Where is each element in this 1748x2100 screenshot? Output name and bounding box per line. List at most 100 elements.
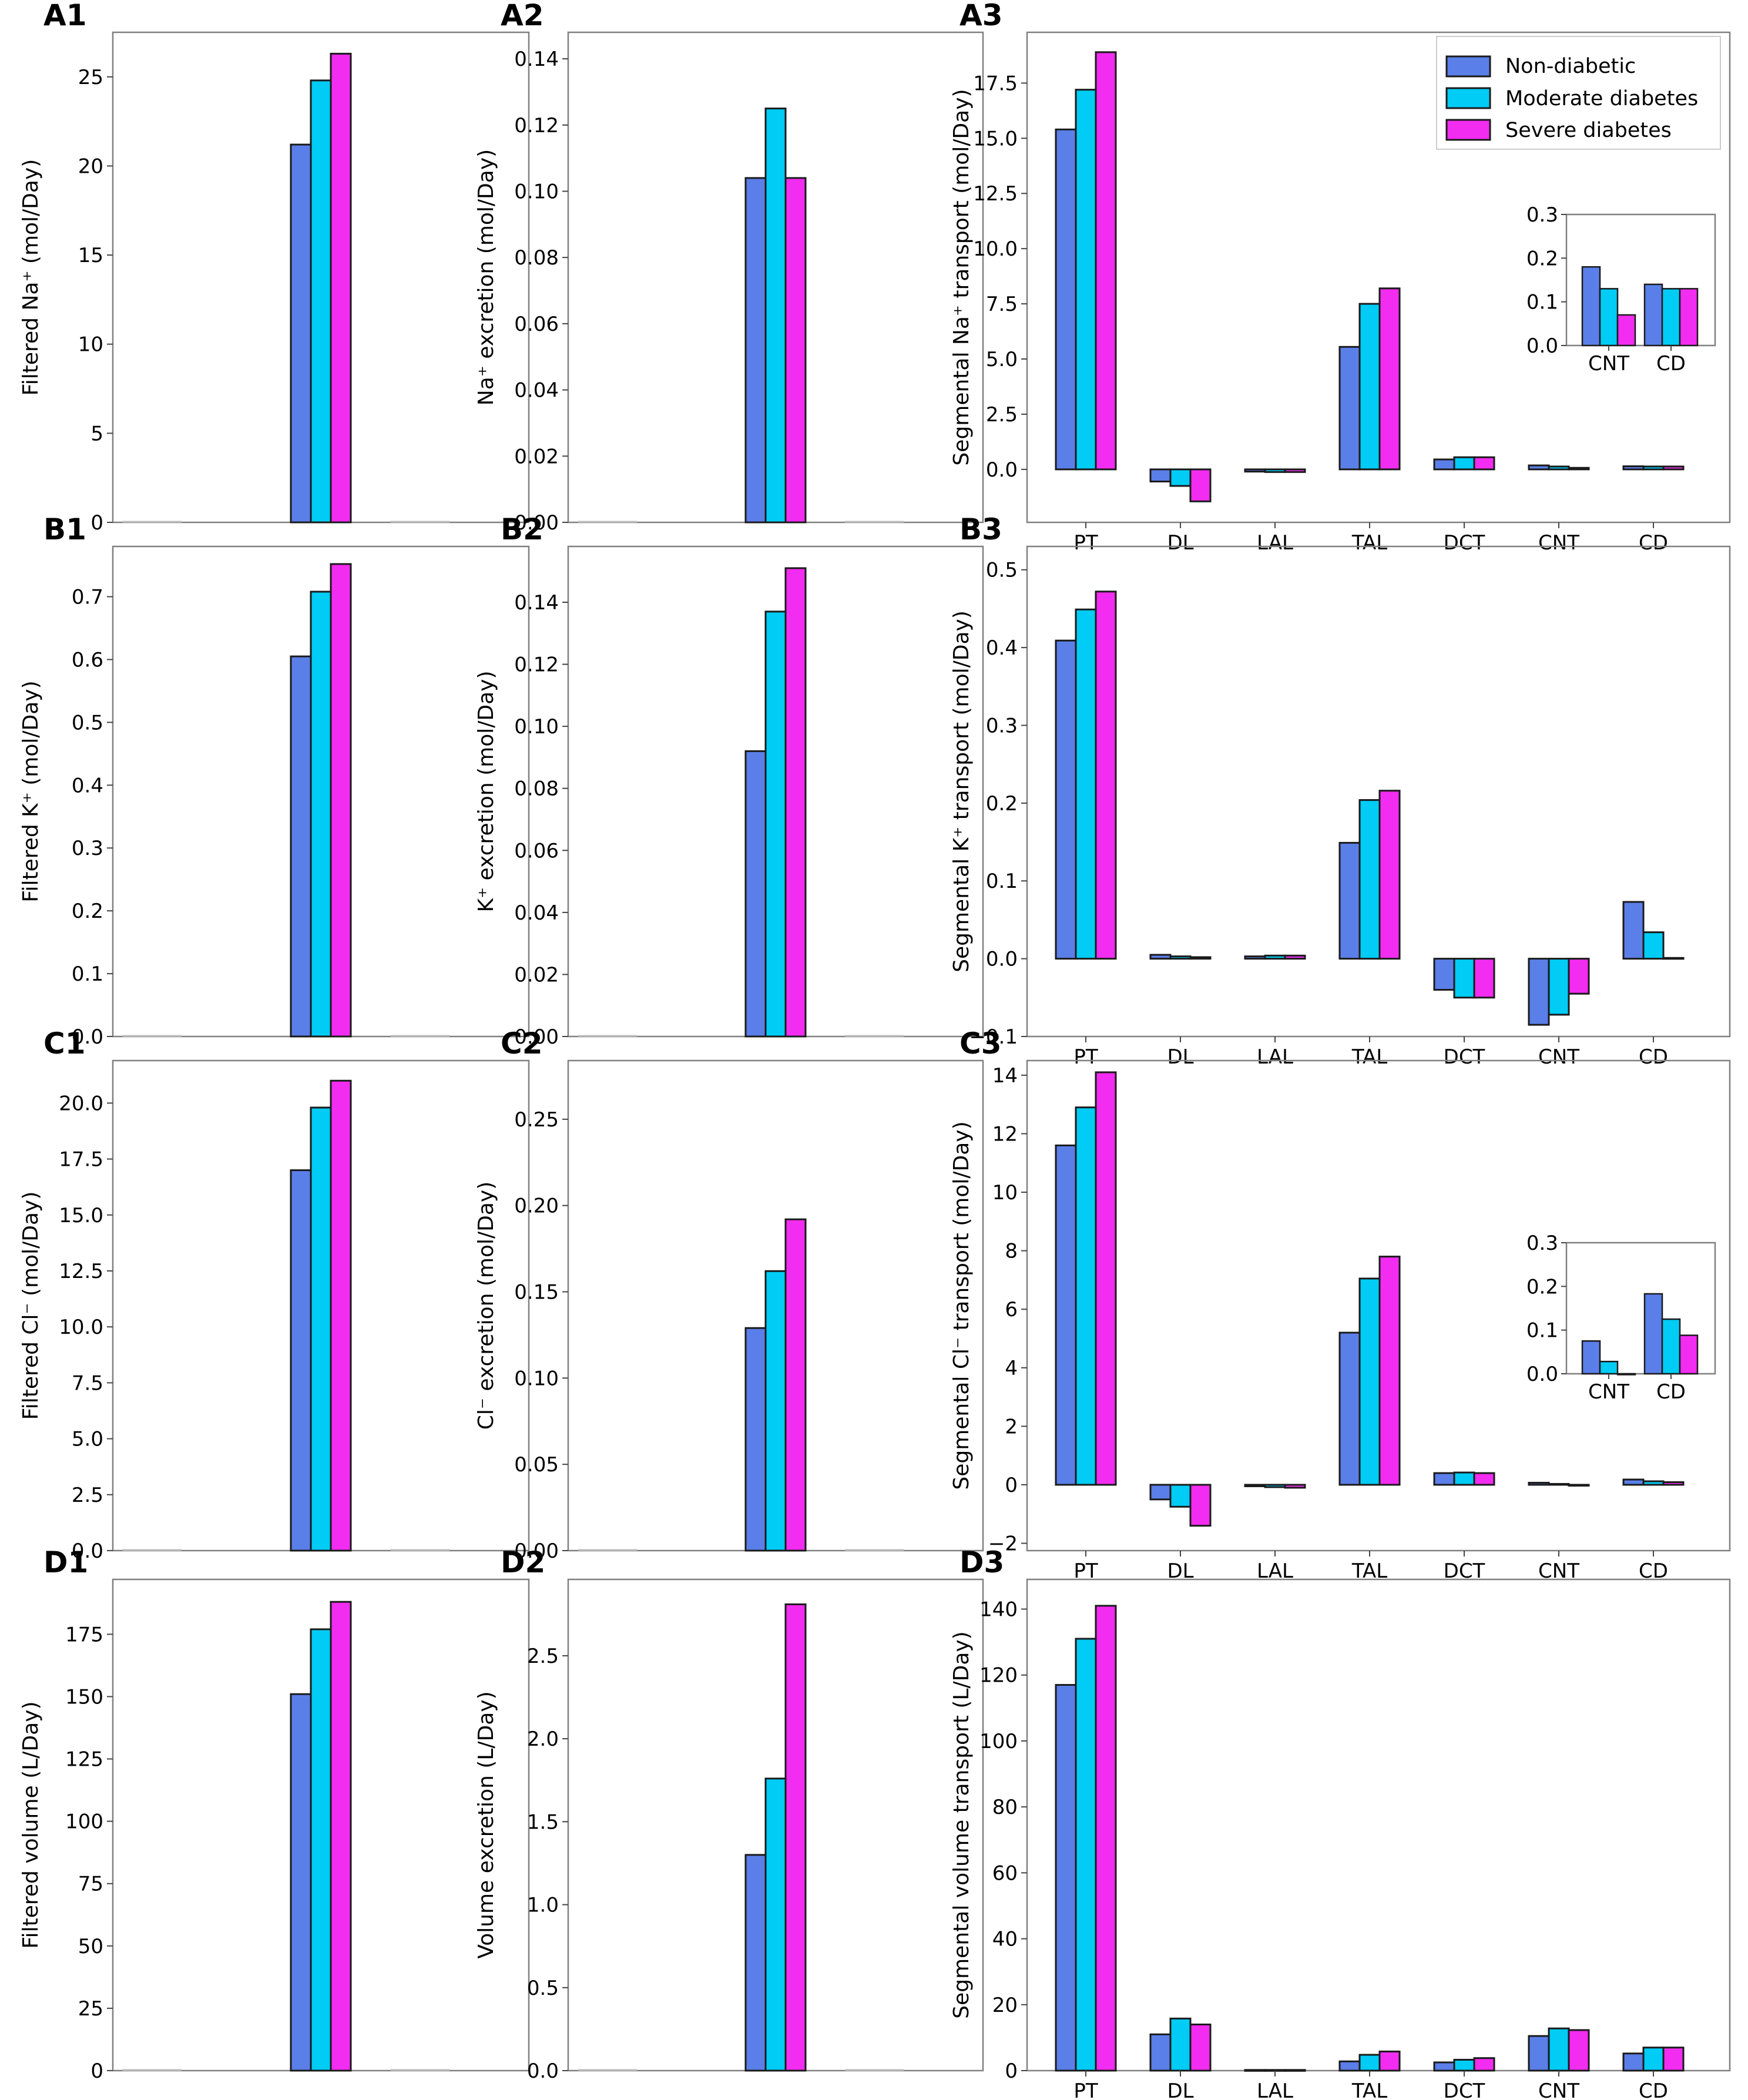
- bar-A3-CNT-moderate-diabetes: [1548, 465, 1570, 471]
- bar-D3-DCT-severe-diabetes: [1473, 2057, 1495, 2072]
- inset-y-tick-label: 0.0: [1526, 1363, 1558, 1386]
- y-tick-label: 0.3: [72, 837, 103, 860]
- inset-bar-CNT-non-diabetic: [1581, 266, 1601, 347]
- bar-A3-DCT-moderate-diabetes: [1453, 456, 1475, 471]
- x-tick-label: LAL: [1257, 2079, 1293, 2100]
- y-tick-label: 75: [78, 1873, 103, 1896]
- bar-C3-LAL-non-diabetic: [1244, 1484, 1266, 1487]
- bar-A3-PT-moderate-diabetes: [1075, 89, 1097, 471]
- inset-bar-CNT-moderate-diabetes: [1599, 288, 1619, 347]
- inset-bar-CD-non-diabetic: [1643, 1293, 1663, 1375]
- y-tick-label: 4: [1005, 1357, 1018, 1380]
- y-tick-label: 0.0: [527, 2059, 559, 2083]
- y-tick-label: 0.3: [986, 714, 1018, 737]
- bar-C3-DL-severe-diabetes: [1189, 1484, 1212, 1527]
- y-tick-label: 0.7: [72, 586, 103, 609]
- panel-C1: 0.0 2.5 5.0 7.5 10.0 12.5 15.0 17.5 20.0 Filtered…: [19, 1026, 530, 1563]
- bar-B3-PT-non-diabetic: [1055, 639, 1077, 960]
- bar-B3-LAL-severe-diabetes: [1284, 954, 1306, 960]
- panel-label: D1: [43, 1545, 88, 1579]
- bar-C3-PT-moderate-diabetes: [1075, 1106, 1097, 1486]
- legend: Non-diabetic Moderate diabetes Severe di…: [1436, 36, 1721, 150]
- bar-B3-CNT-severe-diabetes: [1568, 958, 1590, 995]
- y-tick-label: 0.1: [72, 962, 103, 986]
- inset-C3: 0.0 0.1 0.2 0.3 CNT CD: [1526, 1232, 1716, 1404]
- inset-bar-CD-severe-diabetes: [1679, 288, 1699, 347]
- y-tick-label: 7.5: [986, 293, 1018, 316]
- legend-swatch-moderate: [1445, 87, 1491, 109]
- y-tick-label: 0.08: [514, 777, 559, 801]
- x-tick-label: CNT: [1538, 1045, 1579, 1069]
- plot-frame: [1026, 31, 1731, 524]
- y-tick-label: 140: [979, 1598, 1018, 1621]
- y-tick-label: 25: [78, 66, 103, 89]
- y-tick-label: 0.05: [514, 1453, 559, 1477]
- bar-D2-severe-diabetes: [784, 1603, 807, 2072]
- bar-A3-TAL-non-diabetic: [1338, 345, 1361, 471]
- bar-A3-CD-non-diabetic: [1622, 465, 1645, 471]
- bar-B3-DCT-moderate-diabetes: [1453, 958, 1475, 999]
- y-tick-label: 20: [78, 155, 103, 178]
- y-tick-label: 60: [992, 1861, 1018, 1885]
- y-tick-label: 120: [979, 1664, 1018, 1688]
- y-tick-label: 0.08: [514, 246, 559, 270]
- bar-D3-CD-moderate-diabetes: [1642, 2047, 1665, 2072]
- y-tick-label: 0.10: [514, 180, 559, 203]
- y-axis-label: K⁺ excretion (mol/Day): [474, 671, 498, 913]
- bar-B3-TAL-non-diabetic: [1338, 841, 1361, 960]
- bar-B3-DL-moderate-diabetes: [1169, 955, 1192, 960]
- bar-D3-PT-severe-diabetes: [1095, 1605, 1117, 2072]
- inset-bar-CNT-non-diabetic: [1581, 1340, 1601, 1375]
- bar-B3-PT-moderate-diabetes: [1075, 608, 1097, 960]
- bar-C3-TAL-moderate-diabetes: [1358, 1277, 1381, 1486]
- bar-D3-TAL-severe-diabetes: [1378, 2050, 1401, 2072]
- y-axis-label: Segmental K⁺ transport (mol/Day): [950, 610, 974, 972]
- bar-A3-PT-severe-diabetes: [1095, 51, 1117, 471]
- bar-D3-DCT-non-diabetic: [1433, 2061, 1455, 2072]
- legend-label-non-diabetic: Non-diabetic: [1505, 55, 1636, 78]
- bar-B3-TAL-severe-diabetes: [1378, 790, 1401, 960]
- bar-D1-moderate-diabetes: [310, 1628, 332, 2072]
- y-tick-label: 15.0: [59, 1204, 103, 1227]
- legend-label-severe: Severe diabetes: [1505, 119, 1672, 142]
- bar-C3-PT-non-diabetic: [1055, 1144, 1077, 1486]
- bar-A3-DL-non-diabetic: [1149, 468, 1172, 482]
- bar-B2-severe-diabetes: [784, 567, 807, 1038]
- panel-label: A2: [501, 0, 544, 32]
- bar-A3-DCT-severe-diabetes: [1473, 456, 1495, 471]
- bar-A3-CD-moderate-diabetes: [1642, 465, 1665, 471]
- y-tick-label: 15: [78, 244, 103, 267]
- x-tick-label: PT: [1073, 1045, 1098, 1069]
- inset-x-tick-label: CD: [1656, 1380, 1686, 1404]
- x-tick-label: DL: [1167, 531, 1193, 555]
- bar-A3-CD-severe-diabetes: [1662, 465, 1685, 471]
- y-axis-label: Filtered K⁺ (mol/Day): [19, 680, 43, 902]
- y-tick-label: 0: [90, 511, 103, 535]
- bar-D3-DCT-moderate-diabetes: [1453, 2058, 1475, 2072]
- y-axis-label: Filtered Cl⁻ (mol/Day): [19, 1192, 43, 1420]
- bar-C3-DL-non-diabetic: [1149, 1484, 1172, 1501]
- y-tick-label: 0.5: [527, 1977, 559, 2000]
- bar-B2-moderate-diabetes: [764, 610, 787, 1038]
- panel-label: A1: [43, 0, 87, 32]
- x-tick-label: DL: [1167, 1045, 1193, 1069]
- bar-C3-CD-non-diabetic: [1622, 1478, 1645, 1486]
- y-tick-label: 0.12: [514, 653, 559, 677]
- bar-D3-DL-severe-diabetes: [1189, 2023, 1212, 2072]
- y-tick-label: 5.0: [72, 1428, 103, 1451]
- y-tick-label: 0.10: [514, 1367, 559, 1390]
- y-tick-label: 7.5: [72, 1371, 103, 1395]
- bar-B3-CNT-moderate-diabetes: [1548, 958, 1570, 1016]
- bar-D3-CNT-severe-diabetes: [1568, 2029, 1590, 2072]
- inset-y-tick-label: 0.3: [1526, 203, 1558, 227]
- bar-D3-TAL-non-diabetic: [1338, 2060, 1361, 2072]
- y-tick-label: 0.06: [514, 313, 559, 336]
- y-tick-label: 0.00: [514, 1025, 559, 1049]
- plot-frame: [1026, 1578, 1731, 2072]
- y-axis-label: Cl⁻ excretion (mol/Day): [474, 1182, 498, 1430]
- y-tick-label: 2: [1005, 1415, 1018, 1438]
- bar-A3-CNT-severe-diabetes: [1568, 467, 1590, 471]
- inset-bar-CNT-moderate-diabetes: [1599, 1360, 1619, 1375]
